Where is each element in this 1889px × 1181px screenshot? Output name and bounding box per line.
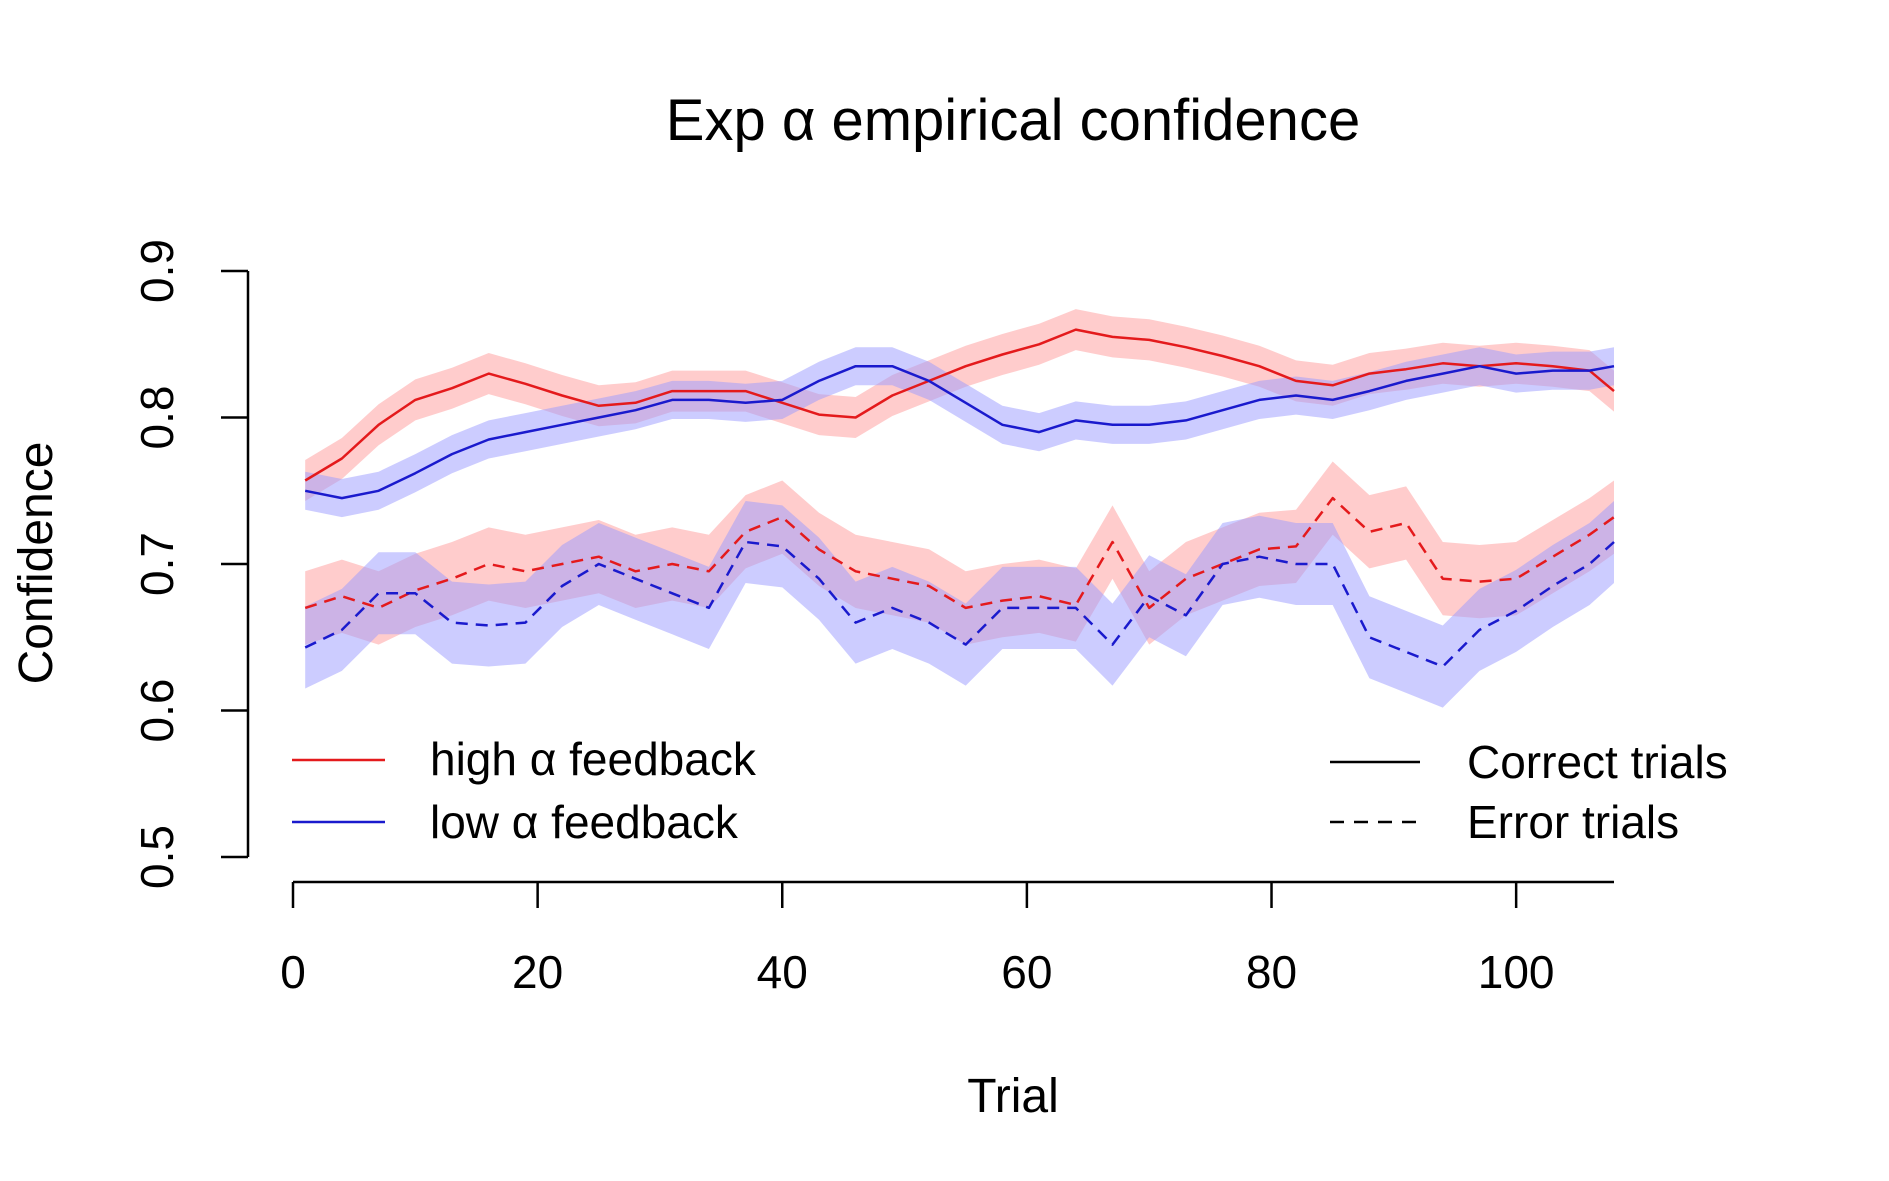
confidence-bands xyxy=(305,309,1615,708)
y-tick-label: 0.5 xyxy=(131,825,183,889)
legend-correct-label: Correct trials xyxy=(1467,736,1728,788)
y-axis-label: Confidence xyxy=(10,442,63,685)
series-lines xyxy=(304,328,1615,668)
line-high-correct xyxy=(304,328,1615,482)
y-tick-label: 0.6 xyxy=(131,679,183,743)
line-high-error xyxy=(304,496,1615,610)
y-tick-label: 0.9 xyxy=(131,239,183,303)
y-axis: 0.5 0.6 0.7 0.8 0.9 xyxy=(131,239,250,889)
legend-error-label: Error trials xyxy=(1467,796,1679,848)
x-tick-label: 80 xyxy=(1246,946,1297,998)
legend-trials: Correct trials Error trials xyxy=(1330,736,1728,848)
y-tick-label: 0.8 xyxy=(131,386,183,450)
x-axis: 0 20 40 60 80 100 xyxy=(280,880,1614,998)
x-axis-label: Trial xyxy=(967,1070,1059,1123)
y-tick-label: 0.7 xyxy=(131,532,183,596)
x-tick-label: 0 xyxy=(280,946,306,998)
x-tick-label: 60 xyxy=(1001,946,1052,998)
band-high-correct xyxy=(305,309,1615,501)
band-low-error xyxy=(305,501,1615,708)
line-low-error xyxy=(304,540,1615,668)
legend-low-feedback-label: low α feedback xyxy=(430,796,739,848)
x-tick-label: 20 xyxy=(512,946,563,998)
band-low-correct xyxy=(305,347,1615,518)
x-tick-label: 40 xyxy=(757,946,808,998)
legend-feedback: high α feedback low α feedback xyxy=(292,733,757,848)
legend-high-feedback-label: high α feedback xyxy=(430,733,757,785)
line-low-correct xyxy=(304,364,1615,500)
x-tick-label: 100 xyxy=(1478,946,1555,998)
chart-title: Exp α empirical confidence xyxy=(666,88,1360,153)
